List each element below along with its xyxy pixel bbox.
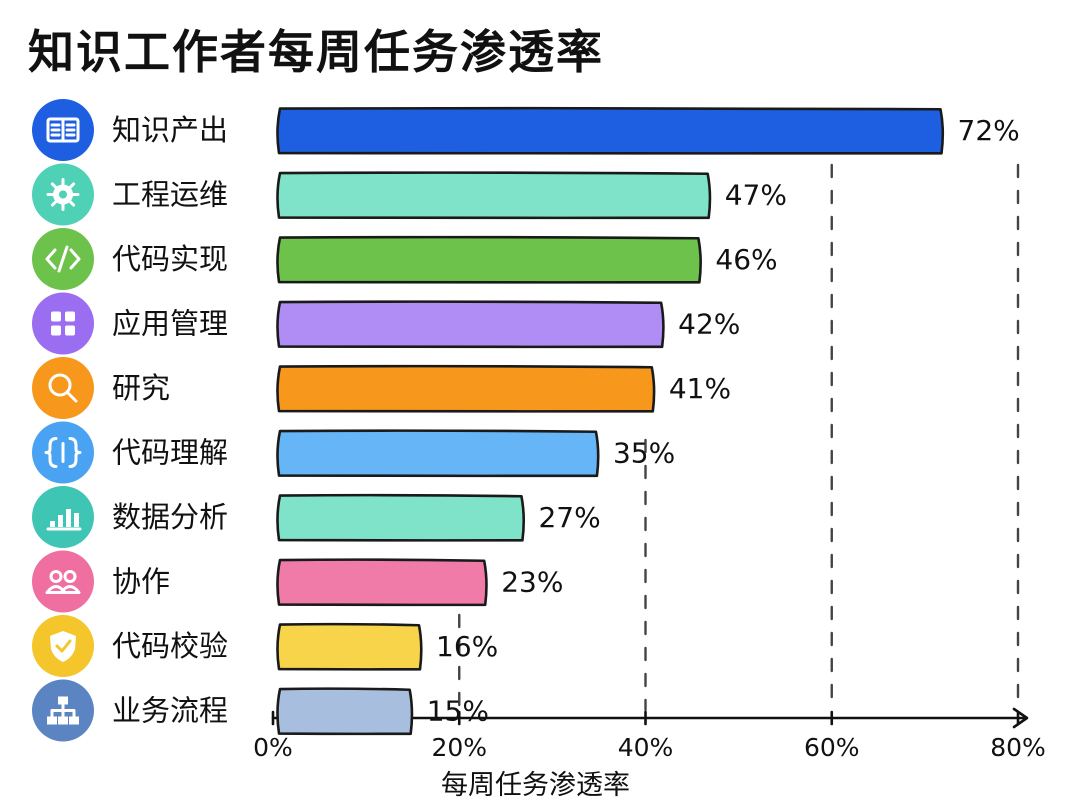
bar — [276, 300, 665, 349]
bar — [276, 106, 945, 155]
category-label: 工程运维 — [112, 178, 228, 212]
value-label: 16% — [436, 630, 498, 663]
category-label: 协作 — [112, 565, 170, 599]
bar — [276, 687, 414, 736]
value-label: 27% — [538, 501, 600, 534]
bar-chart-icon — [32, 486, 94, 548]
bar — [276, 622, 423, 671]
value-label: 15% — [427, 695, 489, 728]
category-label: 应用管理 — [112, 307, 228, 341]
people-icon — [32, 550, 94, 613]
bar — [276, 558, 488, 607]
bar — [276, 429, 600, 478]
category-label: 代码实现 — [112, 242, 228, 276]
chart-title: 知识工作者每周任务渗透率 — [28, 25, 604, 79]
category-label: 知识产出 — [112, 113, 228, 147]
category-label: 研究 — [112, 371, 170, 405]
value-label: 42% — [678, 308, 740, 341]
braces-icon — [32, 421, 94, 484]
category-label: 数据分析 — [112, 500, 228, 534]
category-label: 代码校验 — [112, 629, 228, 663]
magnifier-icon — [32, 357, 94, 419]
code-icon — [32, 228, 94, 290]
bar — [276, 364, 656, 413]
book-icon — [32, 99, 94, 161]
bar — [276, 171, 712, 220]
bar — [276, 493, 526, 542]
value-label: 23% — [501, 566, 563, 599]
category-label: 代码理解 — [112, 436, 228, 470]
value-label: 72% — [958, 114, 1020, 147]
value-label: 46% — [715, 243, 777, 276]
bar — [276, 235, 702, 284]
flowchart-icon — [32, 679, 94, 742]
x-axis-title: 每周任务渗透率 — [441, 770, 630, 801]
value-label: 35% — [613, 437, 675, 470]
shield-check-icon — [32, 615, 94, 677]
x-tick-label: 20% — [431, 733, 487, 762]
x-tick-label: 0% — [253, 733, 293, 762]
x-tick-label: 60% — [804, 733, 860, 762]
category-label: 业务流程 — [112, 694, 228, 728]
value-label: 47% — [725, 179, 787, 212]
x-tick-label: 40% — [618, 733, 674, 762]
x-tick-label: 80% — [990, 733, 1046, 762]
value-label: 41% — [669, 372, 731, 405]
gear-icon — [32, 163, 94, 226]
apps-grid-icon — [32, 292, 94, 355]
